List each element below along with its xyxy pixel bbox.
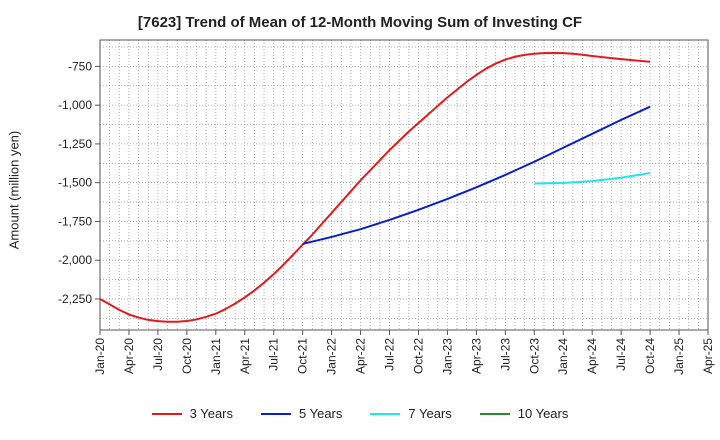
y-tick-label: -1,750 bbox=[58, 214, 92, 228]
x-tick-label: Apr-24 bbox=[585, 338, 599, 374]
x-tick-label: Jul-20 bbox=[151, 338, 165, 371]
legend-swatch bbox=[151, 412, 182, 415]
legend-item: 3 Years bbox=[151, 406, 233, 421]
x-tick-label: Apr-23 bbox=[469, 338, 483, 374]
x-tick-label: Jan-21 bbox=[209, 338, 223, 375]
x-tick-label: Apr-20 bbox=[122, 338, 136, 374]
x-tick-label: Oct-20 bbox=[180, 338, 194, 374]
x-tick-label: Apr-21 bbox=[238, 338, 252, 374]
x-tick-label: Jul-22 bbox=[383, 338, 397, 371]
x-tick-label: Jul-24 bbox=[614, 338, 628, 371]
series-line-7-years bbox=[534, 172, 651, 185]
x-tick-label: Oct-21 bbox=[296, 338, 310, 374]
legend: 3 Years 5 Years 7 Years 10 Years bbox=[0, 406, 720, 421]
y-tick-label: -1,500 bbox=[58, 176, 92, 190]
y-tick-label: -2,250 bbox=[58, 292, 92, 306]
legend-label: 7 Years bbox=[408, 406, 452, 421]
y-tick-label: -750 bbox=[68, 59, 92, 73]
x-tick-label: Jan-22 bbox=[325, 338, 339, 375]
x-tick-label: Oct-23 bbox=[527, 338, 541, 374]
x-tick-label: Oct-22 bbox=[411, 338, 425, 374]
legend-item: 7 Years bbox=[370, 406, 452, 421]
y-tick-label: -2,000 bbox=[58, 253, 92, 267]
x-tick-label: Jan-24 bbox=[556, 338, 570, 375]
x-tick-label: Jul-23 bbox=[498, 338, 512, 371]
x-tick-label: Jan-25 bbox=[672, 338, 686, 375]
y-tick-label: -1,000 bbox=[58, 98, 92, 112]
chart-title: [7623] Trend of Mean of 12-Month Moving … bbox=[137, 14, 583, 31]
x-tick-label: Oct-24 bbox=[643, 338, 657, 374]
series-line-3-years bbox=[99, 52, 651, 323]
legend-item: 10 Years bbox=[479, 406, 569, 421]
x-tick-label: Jul-21 bbox=[267, 338, 281, 371]
plot-frame bbox=[99, 39, 709, 331]
legend-swatch bbox=[261, 412, 291, 415]
legend-label: 10 Years bbox=[517, 406, 569, 421]
legend-item: 5 Years bbox=[261, 406, 342, 421]
legend-label: 5 Years bbox=[299, 406, 343, 421]
x-tick-label: Apr-22 bbox=[354, 338, 368, 374]
legend-label: 3 Years bbox=[189, 406, 233, 421]
legend-swatch bbox=[479, 412, 510, 415]
legend-swatch bbox=[370, 412, 401, 415]
x-tick-label: Apr-25 bbox=[701, 338, 715, 374]
y-tick-label: -1,250 bbox=[58, 137, 92, 151]
series-line-5-years bbox=[302, 105, 651, 245]
x-tick-label: Jan-20 bbox=[93, 338, 107, 375]
x-tick-label: Jan-23 bbox=[440, 338, 454, 375]
